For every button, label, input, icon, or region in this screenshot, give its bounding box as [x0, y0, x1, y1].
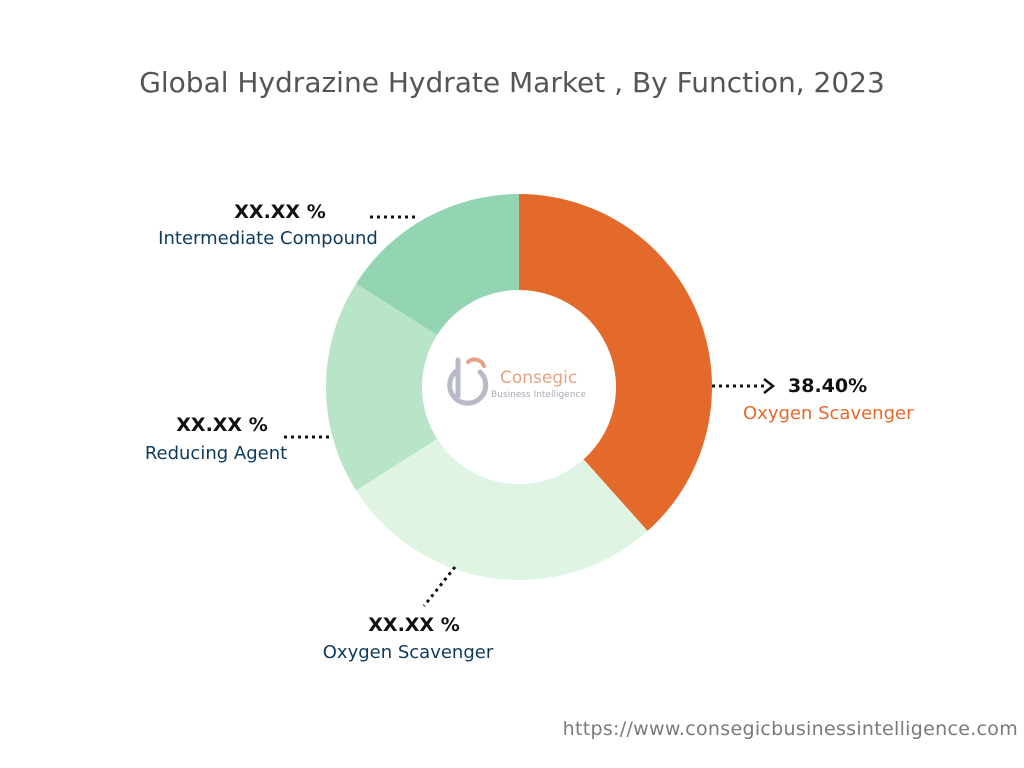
chart-title: Global Hydrazine Hydrate Market , By Fun… — [139, 66, 885, 99]
donut-slice-3 — [356, 194, 519, 336]
donut-slice-2 — [326, 283, 438, 491]
slice-value-3: XX.XX % — [234, 201, 325, 223]
center-tagline: Business Intelligence — [491, 390, 586, 400]
slice-value-0: 38.40% — [788, 375, 867, 397]
connectors-layer — [284, 215, 776, 607]
connector-line-1 — [422, 566, 457, 607]
source-url[interactable]: https://www.consegicbusinessintelligence… — [562, 718, 1018, 740]
center-logo: Consegic Business Intelligence — [447, 357, 586, 406]
consegic-logo-icon — [447, 357, 489, 406]
labels-layer: 38.40% Oxygen Scavenger XX.XX % Oxygen S… — [145, 201, 914, 663]
slice-label-0: Oxygen Scavenger — [743, 403, 914, 424]
center-brand: Consegic — [500, 368, 577, 388]
connector-arrow-0 — [763, 378, 776, 394]
slice-label-1: Oxygen Scavenger — [323, 642, 494, 663]
donut-slice-0 — [519, 194, 712, 531]
slices-layer — [326, 194, 712, 580]
slice-value-1: XX.XX % — [368, 614, 459, 636]
slice-label-3: Intermediate Compound — [158, 228, 378, 249]
slice-value-2: XX.XX % — [176, 414, 267, 436]
donut-slice-1 — [356, 438, 648, 580]
slice-label-2: Reducing Agent — [145, 443, 287, 464]
